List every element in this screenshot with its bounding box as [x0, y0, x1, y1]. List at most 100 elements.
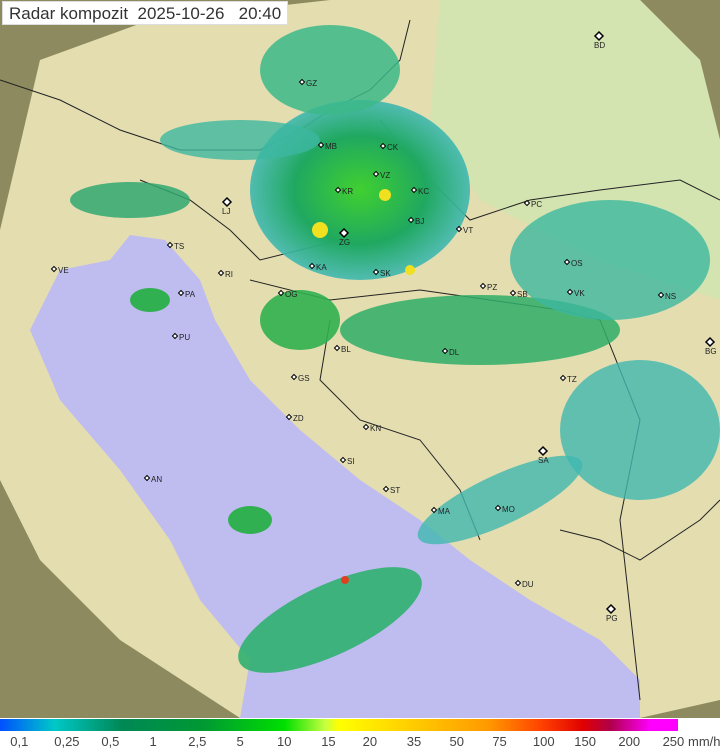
- city-marker-icon: [338, 227, 350, 239]
- legend-label: 0,5: [101, 734, 120, 749]
- city-marker-icon: [559, 374, 567, 382]
- city-label: BL: [341, 345, 351, 354]
- city-label: VT: [463, 226, 473, 235]
- city-label: NS: [665, 292, 676, 301]
- city-marker-icon: [441, 347, 449, 355]
- city-marker-icon: [566, 288, 574, 296]
- city-marker-icon: [509, 289, 517, 297]
- city-marker-icon: [563, 258, 571, 266]
- city-label: OG: [285, 290, 297, 299]
- city-label: ZD: [293, 414, 304, 423]
- city-label: KN: [370, 424, 381, 433]
- city-marker-icon: [657, 291, 665, 299]
- city-label: GZ: [306, 79, 317, 88]
- city-marker-icon: [372, 170, 380, 178]
- city-label: ZG: [339, 238, 350, 247]
- city-label: PA: [185, 290, 196, 299]
- city-label: AN: [151, 475, 162, 484]
- city-marker-icon: [166, 241, 174, 249]
- city-marker-icon: [308, 262, 316, 270]
- city-marker-icon: [217, 269, 225, 277]
- city-label: ST: [390, 486, 400, 495]
- legend-label: 10: [277, 734, 292, 749]
- city-marker-icon: [410, 186, 418, 194]
- city-label: PU: [179, 333, 190, 342]
- city-marker-icon: [277, 289, 285, 297]
- adriatic-sea: [30, 235, 640, 718]
- city-label: VE: [58, 266, 69, 275]
- city-marker-icon: [334, 186, 342, 194]
- city-marker-icon: [605, 603, 617, 615]
- city-label: SK: [380, 269, 391, 278]
- legend-label: 0,1: [10, 734, 29, 749]
- map-title: Radar kompozit 2025-10-26 20:40: [2, 1, 289, 25]
- city-label: PG: [606, 614, 618, 623]
- legend-label: 75: [492, 734, 507, 749]
- radar-echoes: [70, 25, 720, 673]
- city-label: RI: [225, 270, 233, 279]
- legend-unit: mm/h: [688, 734, 720, 749]
- city-label: BG: [705, 347, 717, 356]
- city-marker-icon: [290, 373, 298, 381]
- city-label: MA: [438, 507, 451, 516]
- city-label: TS: [174, 242, 184, 251]
- city-label: LJ: [222, 207, 230, 216]
- city-label: OS: [571, 259, 583, 268]
- radar-map: BD GZ MB CK VZ KR LJ KC PC TS ZG BJ VT VE RI KA SK OS PA OG…: [0, 0, 720, 718]
- legend-label: 100: [532, 734, 555, 749]
- city-label: SA: [538, 456, 549, 465]
- city-label: PC: [531, 200, 542, 209]
- legend-color-bar: [0, 719, 678, 731]
- city-label: GS: [298, 374, 310, 383]
- legend-label: 1: [149, 734, 157, 749]
- city-label: DU: [522, 580, 534, 589]
- city-marker-icon: [362, 423, 370, 431]
- legend-label: 0,25: [54, 734, 80, 749]
- city-label: VK: [574, 289, 585, 298]
- city-marker-icon: [317, 141, 325, 149]
- legend-label: 200: [618, 734, 641, 749]
- city-label: KC: [418, 187, 429, 196]
- city-label: KR: [342, 187, 353, 196]
- city-label: VZ: [380, 171, 390, 180]
- city-marker-icon: [50, 265, 58, 273]
- legend-label: 250: [662, 734, 685, 749]
- city-marker-icon: [593, 30, 605, 42]
- city-label: BD: [594, 41, 605, 50]
- city-marker-icon: [514, 579, 522, 587]
- city-label: TZ: [567, 375, 577, 384]
- city-label: PZ: [487, 283, 497, 292]
- city-marker-icon: [479, 282, 487, 290]
- city-marker-icon: [143, 474, 151, 482]
- city-marker-icon: [171, 332, 179, 340]
- legend-label: 50: [449, 734, 464, 749]
- city-label: SI: [347, 457, 355, 466]
- city-label: CK: [387, 143, 399, 152]
- city-marker-icon: [177, 289, 185, 297]
- city-marker-icon: [339, 456, 347, 464]
- city-marker-icon: [407, 216, 415, 224]
- city-marker-icon: [537, 445, 549, 457]
- city-marker-icon: [379, 142, 387, 150]
- legend-label: 35: [406, 734, 422, 749]
- city-label: MO: [502, 505, 515, 514]
- legend-label: 20: [362, 734, 378, 749]
- city-label: MB: [325, 142, 337, 151]
- legend-label: 2,5: [188, 734, 207, 749]
- city-marker-icon: [704, 336, 716, 348]
- city-markers: BD GZ MB CK VZ KR LJ KC PC TS ZG BJ VT VE RI KA SK OS PA OG…: [50, 30, 717, 623]
- precipitation-legend: 0,1 0,25 0,5 1 2,5 5 10 15 20 35 50 75 100 150 200 250 m…: [0, 719, 720, 751]
- city-marker-icon: [494, 504, 502, 512]
- city-label: DL: [449, 348, 460, 357]
- city-marker-icon: [382, 485, 390, 493]
- legend-label: 5: [236, 734, 244, 749]
- legend-label: 15: [321, 734, 336, 749]
- city-marker-icon: [455, 225, 463, 233]
- city-marker-icon: [298, 78, 306, 86]
- city-marker-icon: [285, 413, 293, 421]
- city-marker-icon: [333, 344, 341, 352]
- city-marker-icon: [221, 196, 233, 208]
- city-marker-icon: [372, 268, 380, 276]
- city-marker-icon: [523, 199, 531, 207]
- city-label: KA: [316, 263, 327, 272]
